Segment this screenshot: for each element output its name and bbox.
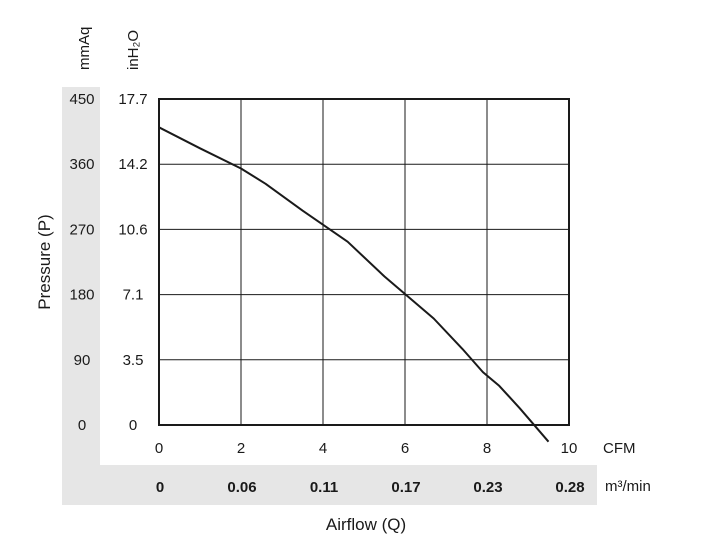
x-tick-label-secondary: 0 (156, 479, 164, 496)
y-tick-label-secondary: 17.7 (118, 91, 147, 108)
x-tick-label: 0 (155, 440, 163, 457)
x-tick-labels-secondary: 0 0.06 0.11 0.17 0.23 0.28 (156, 479, 585, 496)
y-tick-label-secondary: 7.1 (123, 287, 144, 304)
x-tick-label-secondary: 0.23 (473, 479, 502, 496)
x-tick-label-secondary: 0.06 (227, 479, 256, 496)
x-unit-primary: CFM (603, 440, 636, 457)
x-tick-label: 6 (401, 440, 409, 457)
x-tick-label-secondary: 0.28 (555, 479, 584, 496)
y-unit-primary: mmAq (76, 27, 93, 70)
y-axis-title: Pressure (P) (35, 214, 54, 309)
y-tick-labels-secondary: 0 3.5 7.1 10.6 14.2 17.7 (118, 91, 147, 434)
plot-frame (158, 98, 570, 426)
y-tick-label-secondary: 3.5 (123, 352, 144, 369)
x-unit-secondary: m³/min (605, 478, 651, 495)
y-tick-label-secondary: 0 (129, 417, 137, 434)
y-tick-label-secondary: 14.2 (118, 156, 147, 173)
x-axis-title: Airflow (Q) (326, 515, 406, 534)
x-tick-label: 10 (561, 440, 578, 457)
x-tick-label: 4 (319, 440, 327, 457)
y-tick-label: 450 (69, 91, 94, 108)
y-tick-label: 0 (78, 417, 86, 434)
y-tick-label: 90 (74, 352, 91, 369)
y-tick-label: 180 (69, 287, 94, 304)
y-tick-label-secondary: 10.6 (118, 221, 147, 238)
x-tick-label: 8 (483, 440, 491, 457)
y-tick-label: 360 (69, 156, 94, 173)
y-tick-labels-primary: 0 90 180 270 360 450 (69, 91, 94, 434)
y-unit-secondary: inH₂O (125, 30, 142, 70)
x-tick-label: 2 (237, 440, 245, 457)
x-tick-labels-primary: 0 2 4 6 8 10 (155, 440, 578, 457)
horizontal-gridlines (159, 163, 569, 361)
vertical-gridlines (240, 99, 488, 425)
series-line (158, 126, 550, 443)
x-tick-label-secondary: 0.11 (310, 479, 338, 496)
y-tick-label: 270 (69, 221, 94, 238)
x-tick-label-secondary: 0.17 (391, 479, 420, 496)
